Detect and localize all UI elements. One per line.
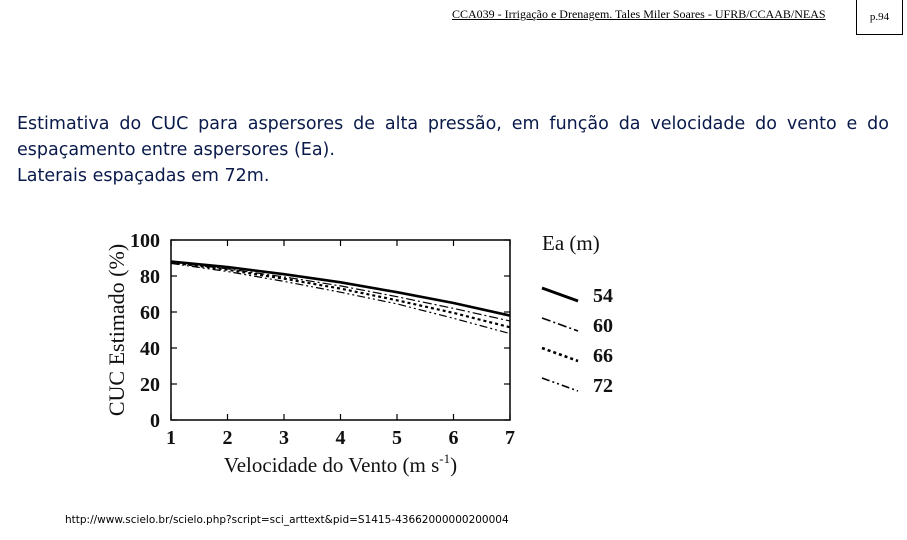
legend-label-60: 60	[593, 315, 613, 337]
x-tick-label: 4	[336, 427, 346, 449]
y-tick-label: 20	[140, 374, 160, 396]
page-number: p.94	[856, 0, 903, 35]
legend-swatch-54	[541, 286, 579, 303]
y-tick-label: 80	[140, 266, 160, 288]
axis-ticks: 1 2 3 4 5 6 7 0 20 40 60 80 100	[130, 230, 515, 449]
x-tick-label: 1	[166, 427, 176, 449]
legend-swatch-72	[541, 377, 579, 392]
legend-label-72: 72	[593, 375, 613, 397]
x-tick-label: 3	[279, 427, 289, 449]
course-header: CCA039 - Irrigação e Drenagem. Tales Mil…	[452, 7, 826, 21]
x-tick-label: 5	[392, 427, 402, 449]
source-link[interactable]: http://www.scielo.br/scielo.php?script=s…	[65, 514, 509, 526]
x-axis-label-superscript: -1	[439, 451, 450, 466]
x-tick-label: 2	[223, 427, 233, 449]
series-line-54	[170, 260, 511, 317]
x-tick-label: 6	[449, 427, 459, 449]
y-tick-label: 0	[150, 410, 160, 432]
x-axis-label-close: )	[450, 453, 457, 477]
y-axis-label: CUC Estimado (%)	[104, 244, 129, 416]
y-tick-label: 40	[140, 338, 160, 360]
legend-swatch-66	[541, 346, 579, 363]
y-tick-label: 60	[140, 302, 160, 324]
series-lines	[170, 260, 511, 335]
x-tick-label: 7	[505, 427, 515, 449]
legend-swatch-60	[541, 317, 579, 332]
x-axis-label-main: Velocidade do Vento (m s	[224, 453, 439, 477]
slide-body: Estimativa do CUC para aspersores de alt…	[17, 111, 889, 189]
cuc-chart: 1 2 3 4 5 6 7 0 20 40 60 80 100 Ea (m) 54 60 66 72 CUC E…	[104, 230, 613, 477]
lateral-spacing-note: Laterais espaçadas em 72m.	[17, 166, 270, 186]
description-paragraph: Estimativa do CUC para aspersores de alt…	[17, 114, 889, 160]
series-line-72	[170, 262, 511, 335]
legend-title: Ea (m)	[542, 231, 600, 255]
x-axis-label: Velocidade do Vento (m s-1)	[224, 451, 457, 477]
series-line-66	[170, 261, 511, 329]
legend: Ea (m) 54 60 66 72	[541, 231, 613, 397]
legend-label-54: 54	[593, 285, 613, 307]
legend-label-66: 66	[593, 345, 613, 367]
y-tick-label: 100	[130, 230, 160, 252]
